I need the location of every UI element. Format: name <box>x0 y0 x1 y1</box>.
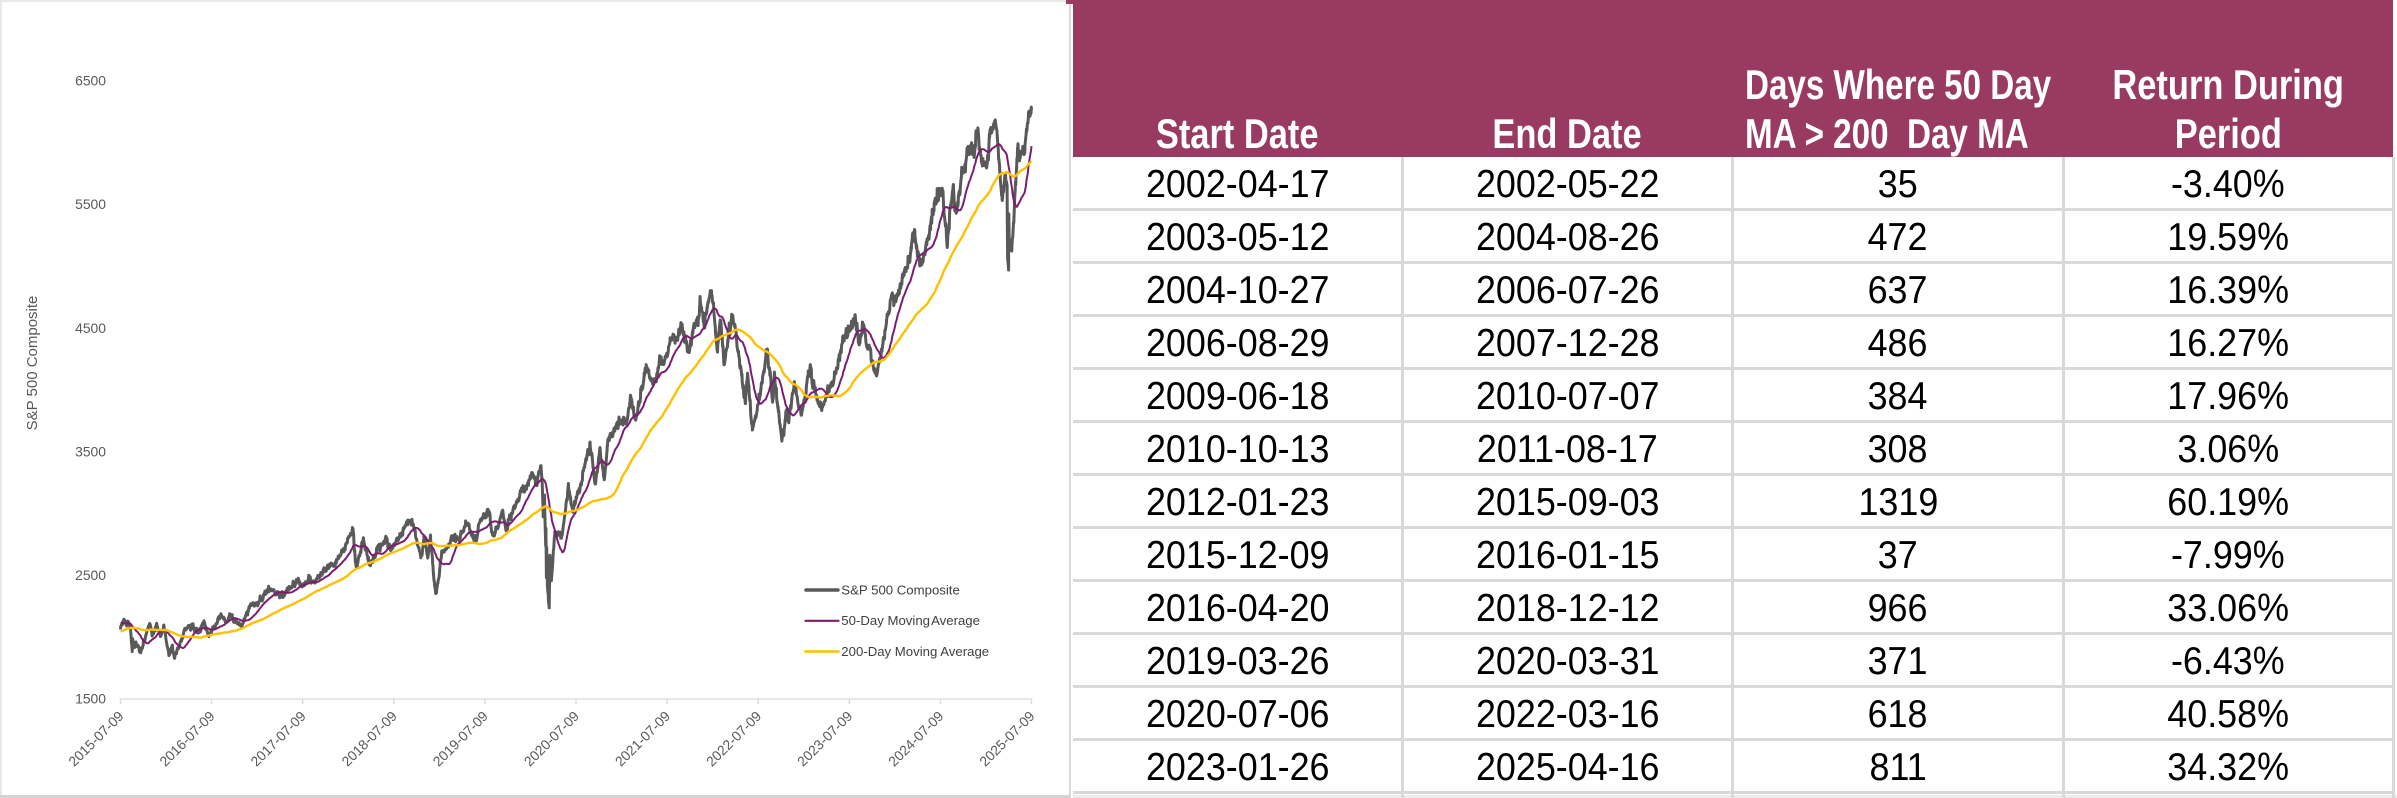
svg-text:2017-07-09: 2017-07-09 <box>247 708 309 770</box>
svg-text:2500: 2500 <box>75 567 106 583</box>
svg-text:2022-07-09: 2022-07-09 <box>703 708 765 770</box>
svg-text:200-Day Moving Average: 200-Day Moving Average <box>841 644 989 659</box>
svg-text:50-Day Moving Average: 50-Day Moving Average <box>841 613 980 628</box>
svg-text:2024-07-09: 2024-07-09 <box>885 708 947 770</box>
svg-text:6500: 6500 <box>75 73 106 89</box>
svg-text:4500: 4500 <box>75 320 106 336</box>
svg-text:2018-07-09: 2018-07-09 <box>338 708 400 770</box>
svg-text:S&P 500 Composite: S&P 500 Composite <box>24 296 41 431</box>
svg-text:2019-07-09: 2019-07-09 <box>429 708 491 770</box>
svg-text:3500: 3500 <box>75 443 106 459</box>
svg-text:2016-07-09: 2016-07-09 <box>156 708 218 770</box>
svg-text:5500: 5500 <box>75 196 106 212</box>
svg-text:2021-07-09: 2021-07-09 <box>612 708 674 770</box>
svg-text:2025-07-09: 2025-07-09 <box>976 708 1038 770</box>
svg-text:2020-07-09: 2020-07-09 <box>521 708 583 770</box>
svg-text:2023-07-09: 2023-07-09 <box>794 708 856 770</box>
svg-text:1500: 1500 <box>75 691 106 707</box>
svg-text:2015-07-09: 2015-07-09 <box>65 708 127 770</box>
svg-text:S&P 500 Composite: S&P 500 Composite <box>841 582 960 597</box>
